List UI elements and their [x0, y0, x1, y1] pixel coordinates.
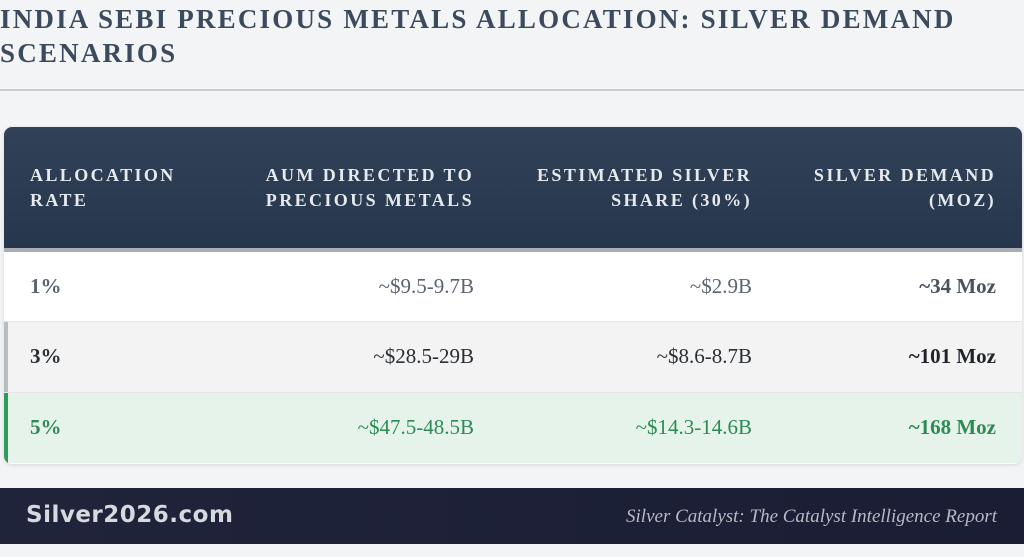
header-estimated-silver-share: ESTIMATED SILVER SHARE (30%) [500, 127, 778, 252]
allocation-rate-cell: 5% [4, 392, 226, 463]
silver-share-cell: ~$14.3-14.6B [500, 392, 778, 463]
footer-banner: Silver2026.com Silver Catalyst: The Cata… [0, 488, 1024, 544]
aum-cell: ~$47.5-48.5B [226, 392, 500, 463]
silver-share-cell: ~$8.6-8.7B [500, 321, 778, 393]
header-aum-directed: AUM DIRECTED TO PRECIOUS METALS [226, 127, 500, 252]
brand-logo-text: Silver2026.com [26, 502, 234, 528]
silver-demand-cell: ~34 Moz [778, 250, 1022, 322]
report-name: Silver Catalyst: The Catalyst Intelligen… [626, 506, 997, 527]
page-title: INDIA SEBI PRECIOUS METALS ALLOCATION: S… [0, 4, 956, 68]
silver-demand-cell: ~168 Moz [778, 392, 1022, 463]
title-divider [0, 89, 1024, 91]
table-row: 3% ~$28.5-29B ~$8.6-8.7B ~101 Moz [4, 321, 1022, 393]
table-row: 1% ~$9.5-9.7B ~$2.9B ~34 Moz [4, 250, 1022, 322]
header-silver-demand: SILVER DEMAND (MOZ) [778, 127, 1022, 252]
aum-cell: ~$28.5-29B [226, 321, 500, 393]
scenario-table: ALLOCATION RATE AUM DIRECTED TO PRECIOUS… [4, 127, 1022, 463]
silver-demand-cell: ~101 Moz [778, 321, 1022, 393]
silver-share-cell: ~$2.9B [500, 250, 778, 322]
allocation-rate-cell: 1% [4, 250, 226, 322]
silver-demand-table: ALLOCATION RATE AUM DIRECTED TO PRECIOUS… [4, 127, 1022, 464]
table-header-row: ALLOCATION RATE AUM DIRECTED TO PRECIOUS… [4, 127, 1022, 252]
header-allocation-rate: ALLOCATION RATE [4, 127, 226, 252]
allocation-rate-cell: 3% [4, 321, 226, 393]
aum-cell: ~$9.5-9.7B [226, 250, 500, 322]
table-row-highlighted: 5% ~$47.5-48.5B ~$14.3-14.6B ~168 Moz [4, 392, 1022, 463]
